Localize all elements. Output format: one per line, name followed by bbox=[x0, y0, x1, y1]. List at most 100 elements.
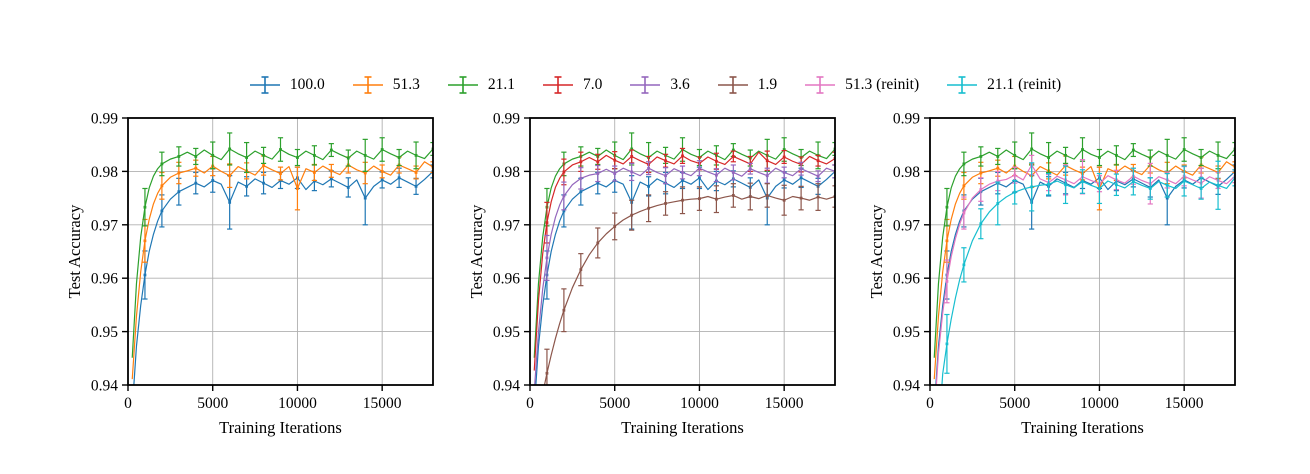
legend-item-3.6: 3.6 bbox=[629, 74, 690, 96]
series-line-21.1 (reinit) bbox=[941, 177, 1235, 385]
errorbar-marker-icon bbox=[947, 76, 978, 94]
axis-ticks bbox=[924, 117, 1185, 391]
series-errorbars-51.3 bbox=[142, 155, 433, 263]
plot-border bbox=[529, 117, 836, 386]
series-errorbars-21.1 bbox=[142, 132, 433, 227]
legend-item-21.1 (reinit): 21.1 (reinit) bbox=[946, 74, 1061, 96]
svg-text:0.97: 0.97 bbox=[91, 217, 118, 234]
series-line-100.0 bbox=[535, 170, 835, 385]
svg-text:0.95: 0.95 bbox=[493, 324, 520, 341]
series-errorbars-51.3 bbox=[944, 155, 1235, 263]
svg-text:0: 0 bbox=[124, 395, 132, 412]
series-errorbars-51.3 (reinit) bbox=[944, 154, 1235, 304]
errorbar-marker-icon bbox=[805, 76, 836, 94]
series-line-21.1 bbox=[533, 148, 835, 358]
series-errorbars-3.6 bbox=[544, 160, 835, 281]
legend-item-21.1: 21.1 bbox=[447, 74, 515, 96]
subplot-3-canvas: 0 5000 10000 15000 0.94 0.95 0.96 0.97 0.98 0.99 T… bbox=[867, 111, 1236, 437]
series-errorbars-21.1 bbox=[544, 132, 835, 227]
svg-text:10000: 10000 bbox=[1080, 395, 1119, 412]
svg-text:0.94: 0.94 bbox=[493, 378, 520, 395]
x-axis-title: Training Iterations bbox=[219, 418, 342, 437]
series-line-51.3 bbox=[131, 161, 433, 380]
y-axis-title: Test Accuracy bbox=[65, 204, 84, 298]
series-errorbars-21.1 bbox=[944, 132, 1235, 227]
legend-label: 100.0 bbox=[289, 76, 325, 93]
series-errorbars-7.0 bbox=[544, 147, 835, 244]
svg-text:10000: 10000 bbox=[680, 395, 719, 412]
legend-label: 3.6 bbox=[670, 76, 690, 93]
subplot-2: 0 5000 10000 15000 0.94 0.95 0.96 0.97 0.98 0.99 T… bbox=[462, 100, 854, 448]
svg-text:5000: 5000 bbox=[999, 395, 1030, 412]
series-errorbars-100.0 bbox=[544, 164, 835, 300]
legend-label: 51.3 bbox=[392, 76, 420, 93]
svg-text:10000: 10000 bbox=[278, 395, 317, 412]
subplot-2-canvas: 0 5000 10000 15000 0.94 0.95 0.96 0.97 0.98 0.99 T… bbox=[467, 111, 836, 437]
svg-text:0.98: 0.98 bbox=[493, 164, 520, 181]
errorbar-marker-icon bbox=[352, 76, 383, 94]
svg-text:0.99: 0.99 bbox=[91, 111, 118, 128]
series-line-21.1 bbox=[933, 148, 1235, 358]
svg-text:15000: 15000 bbox=[1165, 395, 1204, 412]
legend: 100.0 51.3 21.1 7.0 3.6 1.9 51.3 (reinit) 21.1 … bbox=[0, 74, 1310, 96]
series-errorbars-1.9 bbox=[544, 182, 835, 385]
legend-item-51.3: 51.3 bbox=[352, 74, 420, 96]
y-axis-title: Test Accuracy bbox=[467, 204, 486, 298]
series-line-7.0 bbox=[533, 151, 835, 371]
legend-label: 51.3 (reinit) bbox=[845, 76, 920, 93]
plot-border bbox=[127, 117, 434, 386]
y-tick-labels: 0.94 0.95 0.96 0.97 0.98 0.99 bbox=[493, 111, 520, 395]
legend-label: 1.9 bbox=[757, 76, 778, 93]
svg-text:0.94: 0.94 bbox=[893, 378, 920, 395]
x-axis-title: Training Iterations bbox=[621, 418, 744, 437]
series-line-1.9 bbox=[543, 194, 835, 385]
svg-text:0.96: 0.96 bbox=[493, 271, 520, 288]
svg-text:0.96: 0.96 bbox=[893, 271, 920, 288]
svg-text:0.94: 0.94 bbox=[91, 378, 118, 395]
x-tick-labels: 0 5000 10000 15000 bbox=[124, 395, 402, 412]
series-line-51.3 (reinit) bbox=[935, 164, 1235, 385]
errorbar-marker-icon bbox=[717, 76, 748, 94]
x-axis-title: Training Iterations bbox=[1021, 418, 1144, 437]
subplot-1: 0 5000 10000 15000 0.94 0.95 0.96 0.97 0.98 0.99 T… bbox=[60, 100, 452, 448]
svg-text:0.95: 0.95 bbox=[91, 324, 118, 341]
svg-text:5000: 5000 bbox=[599, 395, 630, 412]
svg-text:0.99: 0.99 bbox=[893, 111, 920, 128]
svg-text:0.97: 0.97 bbox=[893, 217, 920, 234]
svg-text:0.97: 0.97 bbox=[493, 217, 520, 234]
legend-item-7.0: 7.0 bbox=[542, 74, 602, 96]
svg-text:5000: 5000 bbox=[197, 395, 228, 412]
series-line-21.1 bbox=[131, 148, 433, 358]
y-tick-labels: 0.94 0.95 0.96 0.97 0.98 0.99 bbox=[91, 111, 118, 395]
x-tick-labels: 0 5000 10000 15000 bbox=[526, 395, 804, 412]
svg-text:0: 0 bbox=[926, 395, 934, 412]
svg-text:0.98: 0.98 bbox=[893, 164, 920, 181]
subplot-3: 0 5000 10000 15000 0.94 0.95 0.96 0.97 0.98 0.99 T… bbox=[862, 100, 1254, 448]
series-line-3.6 bbox=[534, 167, 835, 385]
legend-label: 21.1 (reinit) bbox=[987, 76, 1062, 93]
legend-label: 7.0 bbox=[582, 76, 603, 93]
y-tick-labels: 0.94 0.95 0.96 0.97 0.98 0.99 bbox=[893, 111, 920, 395]
axis-ticks bbox=[524, 117, 785, 391]
svg-text:15000: 15000 bbox=[363, 395, 402, 412]
series-line-100.0 bbox=[133, 170, 433, 385]
svg-text:0.98: 0.98 bbox=[91, 164, 118, 181]
errorbar-marker-icon bbox=[630, 76, 661, 94]
svg-text:0.99: 0.99 bbox=[493, 111, 520, 128]
svg-text:0: 0 bbox=[526, 395, 534, 412]
axis-ticks bbox=[122, 117, 383, 391]
series-errorbars-21.1 (reinit) bbox=[944, 160, 1235, 374]
series-errorbars-100.0 bbox=[142, 164, 433, 300]
svg-text:15000: 15000 bbox=[765, 395, 804, 412]
x-tick-labels: 0 5000 10000 15000 bbox=[926, 395, 1204, 412]
errorbar-marker-icon bbox=[249, 76, 280, 94]
svg-text:0.96: 0.96 bbox=[91, 271, 118, 288]
errorbar-marker-icon bbox=[542, 76, 573, 94]
legend-item-1.9: 1.9 bbox=[717, 74, 777, 96]
series-line-100.0 bbox=[935, 170, 1235, 385]
plot-border bbox=[929, 117, 1236, 386]
series-line-51.3 bbox=[933, 161, 1235, 380]
legend-item-51.3 (reinit): 51.3 (reinit) bbox=[804, 74, 919, 96]
errorbar-marker-icon bbox=[447, 76, 478, 94]
